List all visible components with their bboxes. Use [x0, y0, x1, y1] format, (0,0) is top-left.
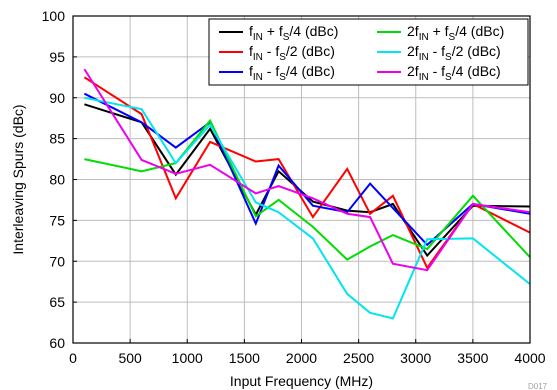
y-tick-label: 95	[49, 49, 65, 65]
series-line-2fin-fs-2-dbc	[84, 96, 531, 320]
legend-text-part: /2 (dBc)	[452, 43, 501, 59]
data-series	[83, 68, 531, 320]
legend-item: fIN - fS/4 (dBc)	[219, 63, 335, 83]
legend-label: 2fIN - fS/2 (dBc)	[407, 43, 501, 63]
legend-text-part: f	[249, 43, 253, 59]
legend-subscript: S	[279, 72, 286, 83]
legend-subscript: IN	[253, 32, 263, 43]
legend-label: fIN - fS/2 (dBc)	[249, 43, 335, 63]
legend-label: fIN + fS/4 (dBc)	[249, 23, 338, 43]
legend-subscript: IN	[253, 72, 263, 83]
legend-label: fIN - fS/4 (dBc)	[249, 63, 335, 83]
y-axis-title: Interleaving Spurs (dBc)	[10, 104, 26, 254]
x-axis-title: Input Frequency (MHz)	[230, 373, 373, 389]
x-tick-label: 3500	[457, 350, 488, 366]
x-tick-label: 1000	[172, 350, 203, 366]
legend-text-part: f	[249, 63, 253, 79]
legend-text-part: 2f	[407, 23, 419, 39]
legend-text-part: - f	[263, 63, 279, 79]
legend-text-part: + f	[263, 23, 283, 39]
series-line-fin-fs-4-dbc	[83, 92, 531, 247]
series-line-2fin-fs-4-dbc	[83, 68, 531, 272]
y-tick-label: 65	[49, 294, 65, 310]
x-tick-label: 0	[69, 350, 77, 366]
legend-item: fIN + fS/4 (dBc)	[219, 23, 338, 43]
y-tick-label: 70	[49, 253, 65, 269]
x-tick-label: 2500	[343, 350, 374, 366]
series-line-fin-fs-2-dbc	[83, 76, 531, 270]
legend-text-part: + f	[429, 23, 449, 39]
y-tick-label: 80	[49, 172, 65, 188]
legend-subscript: IN	[253, 52, 263, 63]
legend-subscript: S	[445, 72, 452, 83]
legend-label: 2fIN - fS/4 (dBc)	[407, 63, 501, 83]
y-tick-label: 100	[42, 8, 66, 24]
legend-item: fIN - fS/2 (dBc)	[219, 43, 335, 63]
legend-subscript: IN	[419, 72, 429, 83]
legend-subscript: S	[283, 32, 290, 43]
legend-text-part: 2f	[407, 63, 419, 79]
legend-item: 2fIN - fS/4 (dBc)	[377, 63, 501, 83]
y-axis-ticks: 60 65 70 75 80 85 90 95 100	[42, 8, 77, 351]
legend-item: 2fIN + fS/4 (dBc)	[377, 23, 504, 43]
legend-text-part: - f	[429, 43, 445, 59]
x-tick-label: 1500	[229, 350, 260, 366]
figure-reference: D017	[528, 382, 548, 390]
legend-subscript: S	[279, 52, 286, 63]
legend-subscript: S	[449, 32, 456, 43]
legend-text-part: /4 (dBc)	[289, 23, 338, 39]
legend-item: 2fIN - fS/2 (dBc)	[377, 43, 501, 63]
y-tick-label: 85	[49, 131, 65, 147]
legend-text-part: - f	[429, 63, 445, 79]
legend-text-part: /4 (dBc)	[455, 23, 504, 39]
x-tick-label: 500	[118, 350, 142, 366]
y-tick-label: 60	[49, 335, 65, 351]
x-tick-label: 4000	[514, 350, 545, 366]
legend: fIN + fS/4 (dBc)fIN - fS/2 (dBc)fIN - fS…	[208, 18, 529, 86]
legend-text-part: /2 (dBc)	[286, 43, 335, 59]
legend-text-part: f	[249, 23, 253, 39]
legend-subscript: S	[445, 52, 452, 63]
legend-text-part: /4 (dBc)	[452, 63, 501, 79]
y-tick-label: 75	[49, 212, 65, 228]
x-axis-ticks: 0 500 1000 1500 2000 2500 3000 3500 4000	[69, 339, 546, 366]
legend-box	[208, 18, 529, 86]
x-tick-label: 2000	[286, 350, 317, 366]
legend-label: 2fIN + fS/4 (dBc)	[407, 23, 504, 43]
legend-text-part: 2f	[407, 43, 419, 59]
legend-subscript: IN	[419, 32, 429, 43]
legend-subscript: IN	[419, 52, 429, 63]
legend-text-part: - f	[263, 43, 279, 59]
y-tick-label: 90	[49, 90, 65, 106]
legend-text-part: /4 (dBc)	[286, 63, 335, 79]
x-tick-label: 3000	[400, 350, 431, 366]
